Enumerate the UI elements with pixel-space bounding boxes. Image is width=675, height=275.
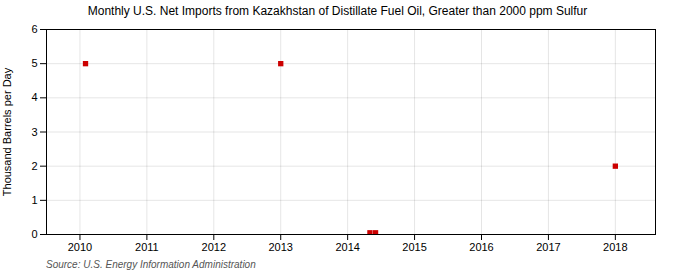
html-text:Monthly U.S. Net Imports from: Monthly U.S. Net Imports from Kazakhstan… xyxy=(87,4,588,18)
svg-text:6: 6 xyxy=(31,23,37,35)
svg-text:Thousand Barrels per Day: Thousand Barrels per Day xyxy=(1,67,13,196)
svg-text:2012: 2012 xyxy=(202,241,226,253)
svg-text:3: 3 xyxy=(31,126,37,138)
svg-text:2: 2 xyxy=(31,160,37,172)
svg-text:2010: 2010 xyxy=(68,241,92,253)
svg-text:2018: 2018 xyxy=(603,241,627,253)
svg-text:2016: 2016 xyxy=(469,241,493,253)
svg-text:2013: 2013 xyxy=(268,241,292,253)
html-text:Source: U.S. Energy Informatio: Source: U.S. Energy Information Administ… xyxy=(46,259,256,270)
svg-text:4: 4 xyxy=(31,91,37,103)
svg-text:2017: 2017 xyxy=(536,241,560,253)
svg-text:0: 0 xyxy=(31,228,37,240)
svg-text:2015: 2015 xyxy=(402,241,426,253)
svg-text:2011: 2011 xyxy=(135,241,159,253)
svg-text:1: 1 xyxy=(31,194,37,206)
svg-text:2014: 2014 xyxy=(335,241,359,253)
svg-text:5: 5 xyxy=(31,57,37,69)
